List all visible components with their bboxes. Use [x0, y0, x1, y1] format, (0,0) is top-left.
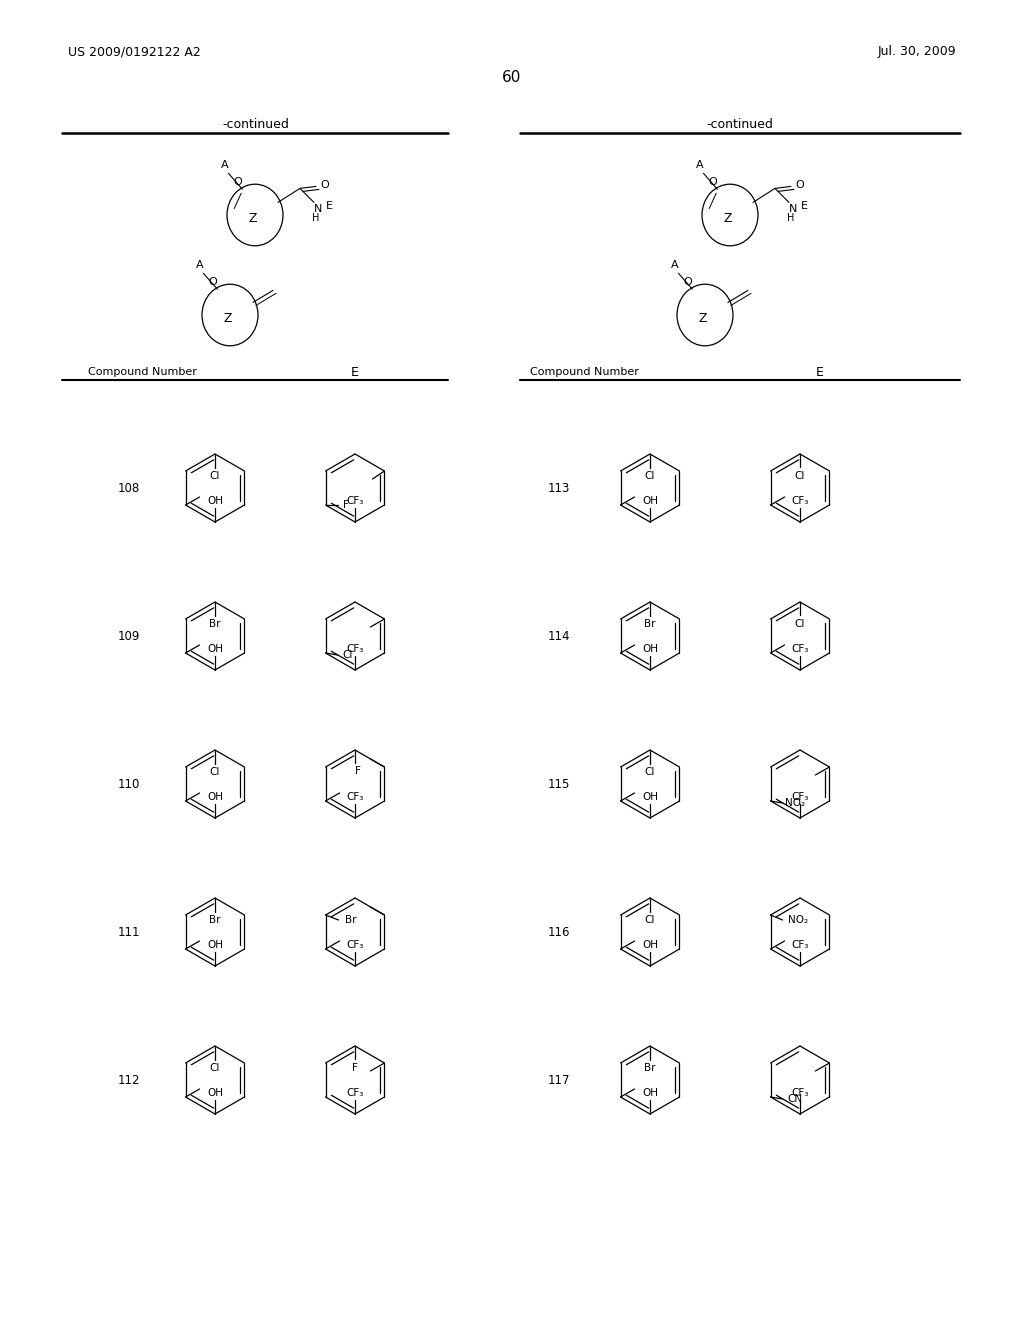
Text: Cl: Cl	[342, 649, 352, 660]
Text: Br: Br	[644, 1063, 655, 1073]
Text: OH: OH	[642, 1088, 658, 1098]
Text: O: O	[321, 181, 330, 190]
Text: Cl: Cl	[645, 915, 655, 925]
Text: E: E	[801, 202, 808, 211]
Text: Cl: Cl	[210, 1063, 220, 1073]
Text: 111: 111	[118, 925, 140, 939]
Text: Z: Z	[698, 312, 708, 325]
Text: F: F	[355, 766, 360, 776]
Text: OH: OH	[207, 1088, 223, 1098]
Text: 116: 116	[548, 925, 570, 939]
Text: 108: 108	[118, 482, 140, 495]
Text: CF₃: CF₃	[346, 1088, 364, 1098]
Text: Cl: Cl	[645, 767, 655, 777]
Text: US 2009/0192122 A2: US 2009/0192122 A2	[68, 45, 201, 58]
Text: Br: Br	[209, 619, 221, 630]
Text: Compound Number: Compound Number	[530, 367, 639, 378]
Text: 109: 109	[118, 630, 140, 643]
Text: A: A	[695, 160, 703, 170]
Text: Z: Z	[249, 211, 257, 224]
Text: -continued: -continued	[222, 119, 290, 132]
Text: N: N	[788, 205, 797, 214]
Text: CF₃: CF₃	[792, 496, 809, 506]
Text: CN: CN	[787, 1094, 802, 1104]
Text: N: N	[313, 205, 323, 214]
Text: Cl: Cl	[795, 619, 805, 630]
Text: CF₃: CF₃	[792, 940, 809, 950]
Text: OH: OH	[207, 644, 223, 653]
Text: O: O	[233, 177, 242, 187]
Text: E: E	[816, 366, 824, 379]
Text: -continued: -continued	[707, 119, 773, 132]
Text: O: O	[208, 277, 217, 288]
Text: CF₃: CF₃	[346, 792, 364, 803]
Text: Cl: Cl	[645, 471, 655, 480]
Text: CF₃: CF₃	[792, 1088, 809, 1098]
Text: OH: OH	[207, 940, 223, 950]
Text: E: E	[351, 366, 359, 379]
Text: Z: Z	[224, 312, 232, 325]
Text: CF₃: CF₃	[792, 644, 809, 653]
Text: H: H	[787, 214, 795, 223]
Text: NO₂: NO₂	[785, 799, 806, 808]
Text: Cl: Cl	[210, 767, 220, 777]
Text: OH: OH	[642, 792, 658, 803]
Text: F: F	[352, 1063, 358, 1073]
Text: CF₃: CF₃	[346, 940, 364, 950]
Text: OH: OH	[207, 496, 223, 506]
Text: 114: 114	[548, 630, 570, 643]
Text: Br: Br	[345, 915, 356, 925]
Text: CF₃: CF₃	[346, 644, 364, 653]
Text: Cl: Cl	[210, 471, 220, 480]
Text: A: A	[220, 160, 228, 170]
Text: Compound Number: Compound Number	[88, 367, 197, 378]
Text: F: F	[343, 500, 348, 510]
Text: NO₂: NO₂	[788, 915, 809, 925]
Text: 110: 110	[118, 777, 140, 791]
Text: 115: 115	[548, 777, 570, 791]
Text: CF₃: CF₃	[346, 496, 364, 506]
Text: A: A	[196, 260, 203, 271]
Text: H: H	[312, 214, 319, 223]
Text: Jul. 30, 2009: Jul. 30, 2009	[878, 45, 956, 58]
Text: O: O	[796, 181, 804, 190]
Text: Br: Br	[209, 915, 221, 925]
Text: 60: 60	[503, 70, 521, 86]
Text: 113: 113	[548, 482, 570, 495]
Text: Z: Z	[724, 211, 732, 224]
Text: 117: 117	[548, 1073, 570, 1086]
Text: Cl: Cl	[795, 471, 805, 480]
Text: OH: OH	[642, 940, 658, 950]
Text: OH: OH	[642, 644, 658, 653]
Text: 112: 112	[118, 1073, 140, 1086]
Text: OH: OH	[207, 792, 223, 803]
Text: E: E	[326, 202, 333, 211]
Text: Br: Br	[644, 619, 655, 630]
Text: A: A	[671, 260, 678, 271]
Text: O: O	[708, 177, 717, 187]
Text: OH: OH	[642, 496, 658, 506]
Text: O: O	[683, 277, 692, 288]
Text: CF₃: CF₃	[792, 792, 809, 803]
